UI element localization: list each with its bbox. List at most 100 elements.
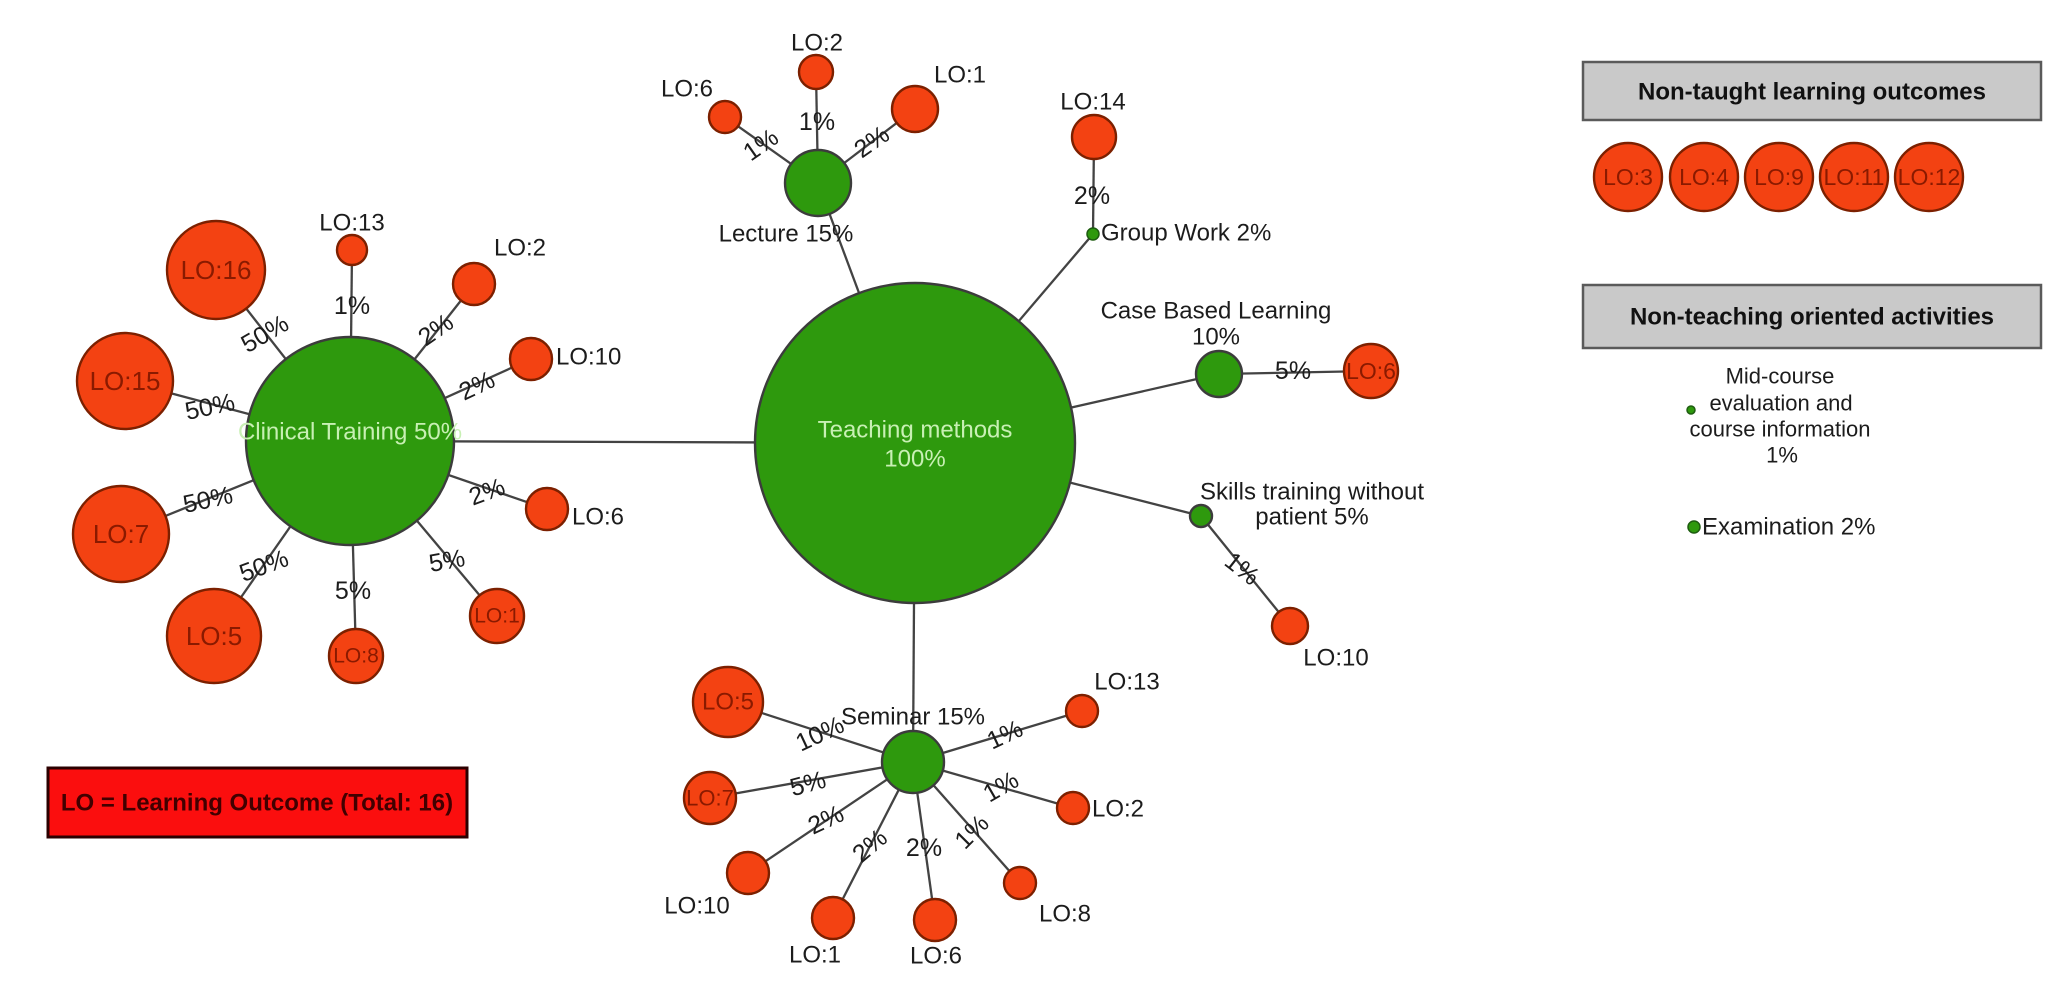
- edge-label-clinical-lo8: 5%: [335, 577, 371, 605]
- node-sem_lo5: [691, 665, 765, 739]
- edge-skills-sk_lo10: [1200, 515, 1291, 627]
- label-nt_lo4: LO:4: [1679, 164, 1729, 190]
- label-cbl-1: Case Based Learning: [1101, 298, 1332, 325]
- edge-label-clinical-lo5: 50%: [236, 544, 293, 587]
- node-seminar: [880, 729, 946, 795]
- label-teaching-2: 100%: [884, 446, 945, 473]
- node-ct_lo13: [335, 233, 369, 267]
- edge-label-clinical-ct_lo13: 1%: [334, 292, 370, 320]
- label-sem_lo6: LO:6: [910, 943, 962, 970]
- edge-label-seminar-sem_lo10: 2%: [804, 800, 849, 841]
- node-lo15: [75, 331, 175, 431]
- node-nt_lo12: [1893, 141, 1965, 213]
- edge-label-clinical-ct_lo1: 5%: [427, 544, 467, 578]
- node-nt_lo4: [1668, 141, 1740, 213]
- edge-label-clinical-lo15: 50%: [183, 388, 238, 426]
- label-lo15: LO:15: [90, 366, 161, 396]
- edge-seminar-sem_lo7: [709, 760, 914, 800]
- node-sem_lo7: [682, 770, 738, 826]
- node-lo8: [327, 627, 385, 685]
- edge-label-seminar-sem_lo13: 1%: [983, 715, 1028, 756]
- edge-label-seminar-sem_lo2: 1%: [978, 766, 1023, 808]
- node-lo7: [71, 484, 171, 584]
- node-lo5: [165, 587, 263, 685]
- label-lec_lo6: LO:6: [661, 76, 713, 103]
- edge-label-lecture-lec_lo6: 1%: [738, 123, 784, 167]
- edge-label-seminar-sem_lo5: 10%: [791, 711, 848, 758]
- edge-label-clinical-lo7: 50%: [181, 481, 236, 519]
- node-teaching: [753, 281, 1077, 605]
- edge-seminar-sem_lo10: [747, 761, 914, 874]
- non-taught-header-title: Non-taught learning outcomes: [1638, 79, 1986, 106]
- node-lo16: [165, 219, 267, 321]
- legend: LO = Learning Outcome (Total: 16): [46, 766, 469, 839]
- edge-label-groupwork-lo14: 2%: [1074, 182, 1110, 210]
- label-sk_lo10: LO:10: [1303, 645, 1368, 672]
- label-clinical: Clinical Training 50%: [238, 419, 462, 446]
- label-skills-1: Skills training without: [1200, 479, 1424, 506]
- node-cbl: [1194, 349, 1244, 399]
- label-lec_lo2: LO:2: [791, 30, 843, 57]
- label-lo14: LO:14: [1060, 89, 1125, 116]
- node-lecture: [783, 148, 853, 218]
- non-taught-header-box: [1581, 60, 2043, 122]
- node-ct_lo1: [468, 587, 526, 645]
- label-groupwork: Group Work 2%: [1101, 220, 1271, 247]
- edge-label-lecture-lec_lo1: 2%: [849, 120, 895, 164]
- label-sem_lo8: LO:8: [1039, 901, 1091, 928]
- label-sem_lo7: LO:7: [686, 786, 734, 811]
- label-cbl-2: 10%: [1192, 324, 1240, 351]
- label-lecture: Lecture 15%: [719, 221, 854, 248]
- label-ct_lo1: LO:1: [474, 605, 520, 628]
- node-lec_lo6: [707, 99, 743, 135]
- legend-box: [46, 766, 469, 839]
- label-sem_lo10: LO:10: [664, 893, 729, 920]
- node-groupwork: [1086, 227, 1100, 241]
- node-lec_lo1: [890, 84, 940, 134]
- label-nt_lo11: LO:11: [1824, 164, 1885, 190]
- label-lec_lo1: LO:1: [934, 62, 986, 89]
- label-nt_lo3: LO:3: [1603, 164, 1653, 190]
- node-sem_lo10: [725, 850, 771, 896]
- label-lo7: LO:7: [93, 519, 149, 549]
- label-sem_lo13: LO:13: [1094, 669, 1159, 696]
- edge-label-seminar-sem_lo6: 2%: [906, 834, 942, 862]
- node-sem_lo2: [1055, 790, 1091, 826]
- label-ct_lo10: LO:10: [556, 344, 621, 371]
- label-sem_lo2: LO:2: [1092, 796, 1144, 823]
- node-sem_lo13: [1064, 693, 1100, 729]
- label-seminar: Seminar 15%: [841, 704, 985, 731]
- label-ct_lo6: LO:6: [572, 504, 624, 531]
- node-sem_lo8: [1002, 865, 1038, 901]
- node-ct_lo6: [524, 486, 570, 532]
- label-sem_lo1: LO:1: [789, 942, 841, 969]
- label-lo5: LO:5: [186, 621, 242, 651]
- edge-label-seminar-sem_lo7: 5%: [787, 766, 829, 802]
- node-lo14: [1070, 113, 1118, 161]
- edge-label-skills-sk_lo10: 1%: [1219, 547, 1265, 591]
- edge-label-clinical-ct_lo10: 2%: [455, 366, 500, 407]
- node-cbl_lo6: [1342, 342, 1400, 400]
- side-panel: Non-taught learning outcomes Non-teachin…: [1581, 60, 2043, 541]
- edge-label-lecture-lec_lo2: 1%: [799, 108, 835, 136]
- label-lo16: LO:16: [181, 255, 252, 285]
- label-cbl_lo6: LO:6: [1346, 358, 1396, 384]
- midcourse-line-1: Mid-course: [1726, 364, 1835, 389]
- node-skills: [1188, 503, 1214, 529]
- label-skills-2: patient 5%: [1255, 504, 1368, 531]
- non-teaching-header-title: Non-teaching oriented activities: [1630, 304, 1994, 331]
- node-nt_lo3: [1592, 141, 1664, 213]
- node-sem_lo6: [912, 897, 958, 943]
- midcourse-line-4: 1%: [1766, 443, 1798, 468]
- examination-label: Examination 2%: [1702, 514, 1875, 541]
- node-nt_lo9: [1743, 141, 1815, 213]
- legend-text: LO = Learning Outcome (Total: 16): [61, 790, 453, 817]
- label-sem_lo5: LO:5: [702, 689, 754, 716]
- label-nt_lo9: LO:9: [1754, 164, 1804, 190]
- nodes-layer: [71, 53, 1965, 943]
- label-teaching-1: Teaching methods: [818, 417, 1013, 444]
- node-sk_lo10: [1270, 606, 1310, 646]
- label-ct_lo13: LO:13: [319, 210, 384, 237]
